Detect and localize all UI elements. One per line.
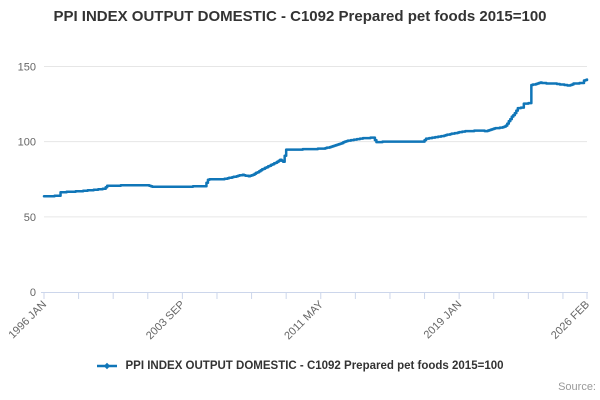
y-axis-label: 150 — [18, 62, 36, 74]
legend-item-label: PPI INDEX OUTPUT DOMESTIC - C1092 Prepar… — [125, 360, 504, 372]
x-axis-label: 2019 JAN — [422, 299, 465, 342]
x-axis-label: 2003 SEP — [144, 299, 188, 343]
series-line[interactable] — [42, 78, 589, 198]
x-axis-label: 1996 JAN — [6, 299, 49, 342]
legend: PPI INDEX OUTPUT DOMESTIC - C1092 Prepar… — [0, 360, 600, 372]
source-credit: Source: — [558, 381, 596, 393]
y-axis-label: 100 — [18, 137, 36, 149]
y-axis-label: 0 — [30, 287, 36, 299]
legend-item[interactable]: PPI INDEX OUTPUT DOMESTIC - C1092 Prepar… — [96, 360, 504, 372]
legend-line-marker-icon — [97, 362, 118, 370]
chart-title: PPI INDEX OUTPUT DOMESTIC - C1092 Prepar… — [53, 8, 547, 25]
y-axis-label: 50 — [24, 212, 36, 224]
x-axis-label: 2026 FEB — [549, 299, 592, 342]
x-axis-label: 2011 MAY — [282, 298, 326, 342]
